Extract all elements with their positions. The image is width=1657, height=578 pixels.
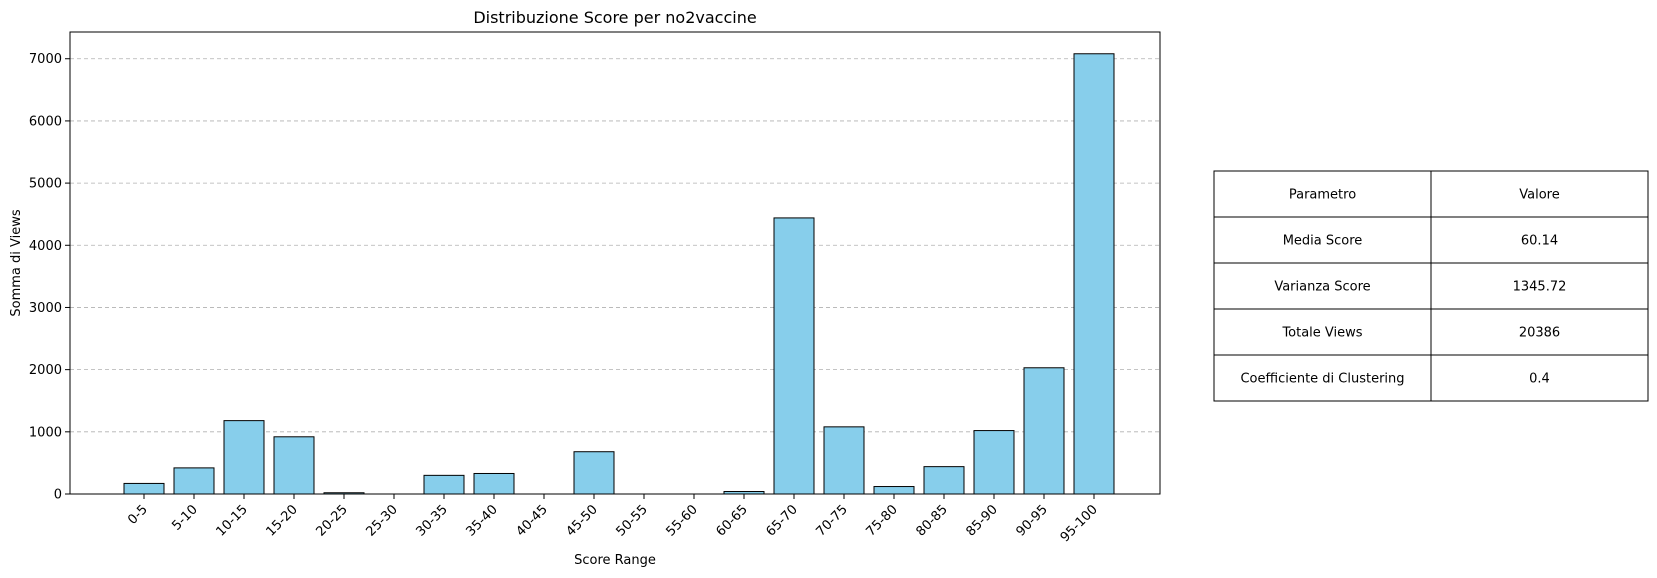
table-cell: [1213, 262, 1432, 310]
y-axis-label: Somma di Views: [9, 209, 24, 316]
bar-75-80: [873, 486, 915, 495]
x-tick-label: 40-45: [514, 502, 551, 539]
bar-45-50: [573, 451, 615, 495]
x-tick-label: 80-85: [914, 502, 951, 539]
bar-15-20: [273, 436, 315, 495]
x-tick-label: 65-70: [764, 502, 801, 539]
x-tick-label: 95-100: [1058, 502, 1101, 545]
x-tick-label: 10-15: [214, 502, 251, 539]
x-tick-label: 85-90: [964, 502, 1001, 539]
x-tick-label: 25-30: [364, 502, 401, 539]
table-cell: [1430, 216, 1649, 264]
table-cell: [1430, 170, 1649, 218]
y-tick-label: 6000: [29, 114, 62, 129]
x-tick-label: 75-80: [864, 502, 901, 539]
y-tick-label: 7000: [29, 52, 62, 67]
bar-35-40: [473, 472, 515, 495]
table-cell: [1213, 170, 1432, 218]
bar-95-100: [1073, 53, 1115, 495]
x-tick-label: 5-10: [169, 502, 200, 533]
bar-90-95: [1023, 367, 1065, 495]
x-tick-label: 90-95: [1014, 502, 1051, 539]
grid-lines: [70, 58, 1160, 433]
y-tick-label: 1000: [29, 425, 62, 440]
y-tick-label: 5000: [29, 177, 62, 192]
table-cell-text: Coefficiente di Clustering: [1240, 372, 1404, 387]
y-tick-label: 4000: [29, 239, 62, 254]
table-cell-text: Media Score: [1283, 234, 1363, 249]
chart-title: Distribuzione Score per no2vaccine: [473, 8, 756, 27]
x-tick-label: 15-20: [264, 502, 301, 539]
x-tick-label: 50-55: [614, 502, 651, 539]
x-axis-label: Score Range: [574, 553, 656, 568]
x-tick-label: 70-75: [814, 502, 851, 539]
bar-85-90: [973, 430, 1015, 495]
bar-70-75: [823, 426, 865, 495]
y-tick-label: 2000: [29, 363, 62, 378]
bar-10-15: [223, 420, 265, 495]
table-cell-text: 0.4: [1529, 372, 1550, 387]
table-cell: [1430, 354, 1649, 402]
bars: [123, 53, 1115, 495]
x-tick-label: 60-65: [714, 502, 751, 539]
table-cell-text: 1345.72: [1513, 280, 1567, 295]
table-cell: [1213, 354, 1432, 402]
x-tick-label: 55-60: [664, 502, 701, 539]
y-tick-label: 0: [54, 488, 62, 503]
x-tick-label: 30-35: [414, 502, 451, 539]
x-tick-label: 35-40: [464, 502, 501, 539]
table-cell: [1213, 308, 1432, 356]
statistics-table: Parametro Valore Media Score 60.14 Varianza …: [1213, 170, 1649, 402]
bar-0-5: [123, 482, 165, 495]
table-cell-text: Varianza Score: [1274, 280, 1370, 295]
plot-frame: [69, 31, 1161, 495]
table-cell-text: 60.14: [1521, 234, 1558, 249]
bar-80-85: [923, 466, 965, 495]
table-cell: [1430, 308, 1649, 356]
table-cell-text: Totale Views: [1281, 326, 1362, 341]
y-tick-label: 3000: [29, 301, 62, 316]
y-axis-ticks: 0 1000 2000 3000 4000 5000 6000 7000: [29, 52, 70, 503]
x-tick-label: 20-25: [314, 502, 351, 539]
bar-5-10: [173, 467, 215, 495]
bar-65-70: [773, 217, 815, 495]
table-cell: [1430, 262, 1649, 310]
table-header-text: Parametro: [1289, 188, 1356, 203]
x-tick-label: 45-50: [564, 502, 601, 539]
x-axis-ticks: 0-5 5-10 10-15 15-20 20-25 25-30 30-35 35-40 40-…: [125, 494, 1101, 545]
table-cell-text: 20386: [1519, 326, 1560, 341]
bar-30-35: [423, 474, 465, 495]
table-header-text: Valore: [1519, 188, 1559, 203]
x-tick-label: 0-5: [125, 502, 151, 528]
